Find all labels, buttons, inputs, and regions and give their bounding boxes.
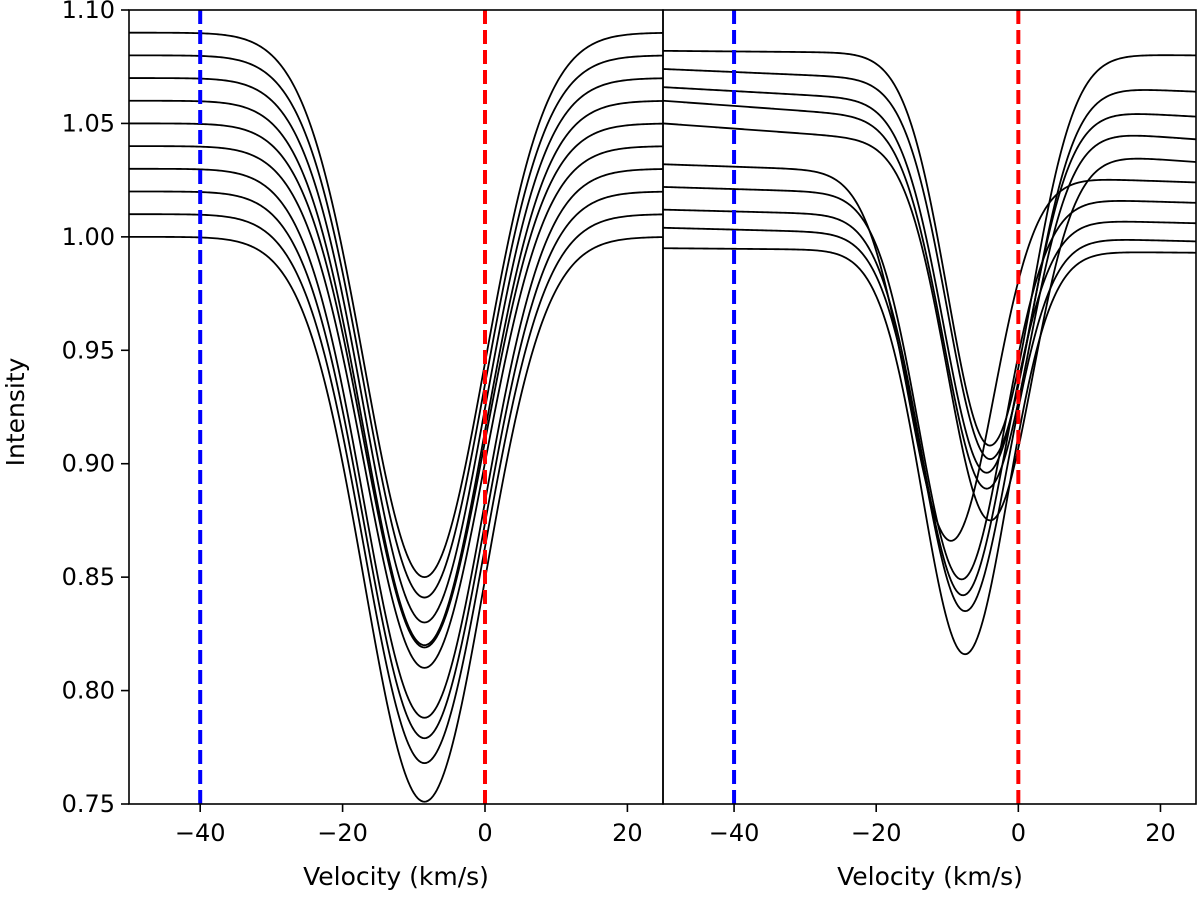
y-tick-label: 0.90 xyxy=(62,450,115,478)
profile-line-6 xyxy=(663,122,1196,522)
y-tick-label: 1.10 xyxy=(62,0,115,24)
x-tick-label: 20 xyxy=(612,819,643,847)
y-tick-label: 0.75 xyxy=(62,790,115,818)
right-panel-frame xyxy=(662,9,1197,805)
profile-line-1 xyxy=(129,235,663,803)
left-panel-y-ticks: 0.75 0.80 0.85 0.90 0.95 1.00 1.05 1.10 xyxy=(62,0,129,818)
profile-line-3 xyxy=(129,190,663,740)
left-panel-x-ticks: −40 −20 0 20 xyxy=(175,804,643,847)
x-tick-label: −40 xyxy=(709,819,760,847)
profile-line-4 xyxy=(663,186,1196,581)
y-tick-label: 0.95 xyxy=(62,336,115,364)
profile-line-10 xyxy=(663,49,1196,447)
left-panel: −40 −20 0 20 0.75 0.80 0.85 0.90 0.95 1.00 1.05 1.… xyxy=(1,0,664,891)
right-panel: −40 −20 0 20 Velocity (km/s) xyxy=(662,9,1197,891)
x-tick-label: 0 xyxy=(1011,819,1026,847)
profile-line-2 xyxy=(129,213,663,765)
profile-line-10 xyxy=(129,31,663,579)
profile-line-7 xyxy=(663,99,1196,490)
left-panel-frame xyxy=(128,9,664,805)
y-axis-label: Intensity xyxy=(1,357,30,466)
left-panel-reference-lines xyxy=(198,10,487,804)
profile-line-8 xyxy=(129,77,663,624)
y-tick-label: 1.00 xyxy=(62,223,115,251)
x-tick-label: 20 xyxy=(1145,819,1176,847)
profile-line-9 xyxy=(663,68,1196,461)
x-tick-label: −40 xyxy=(175,819,226,847)
x-tick-label: −20 xyxy=(317,819,368,847)
x-tick-label: −20 xyxy=(851,819,902,847)
y-tick-label: 0.80 xyxy=(62,677,115,705)
right-panel-profiles xyxy=(663,49,1196,656)
profile-line-4 xyxy=(129,167,663,719)
profile-line-5 xyxy=(663,163,1196,542)
profile-line-8 xyxy=(663,86,1196,474)
profile-line-1 xyxy=(663,247,1196,656)
left-panel-x-axis-label: Velocity (km/s) xyxy=(303,862,489,891)
profile-line-9 xyxy=(129,54,663,599)
right-panel-reference-lines xyxy=(732,10,1021,804)
profile-line-7 xyxy=(129,99,663,647)
profile-line-2 xyxy=(663,226,1196,613)
left-panel-profiles xyxy=(129,31,663,803)
profile-line-6 xyxy=(129,122,663,649)
right-panel-x-axis-label: Velocity (km/s) xyxy=(837,862,1023,891)
y-tick-label: 1.05 xyxy=(62,109,115,137)
x-tick-label: 0 xyxy=(477,819,492,847)
right-panel-x-ticks: −40 −20 0 20 xyxy=(709,804,1176,847)
profile-line-5 xyxy=(129,145,663,669)
y-tick-label: 0.85 xyxy=(62,563,115,591)
